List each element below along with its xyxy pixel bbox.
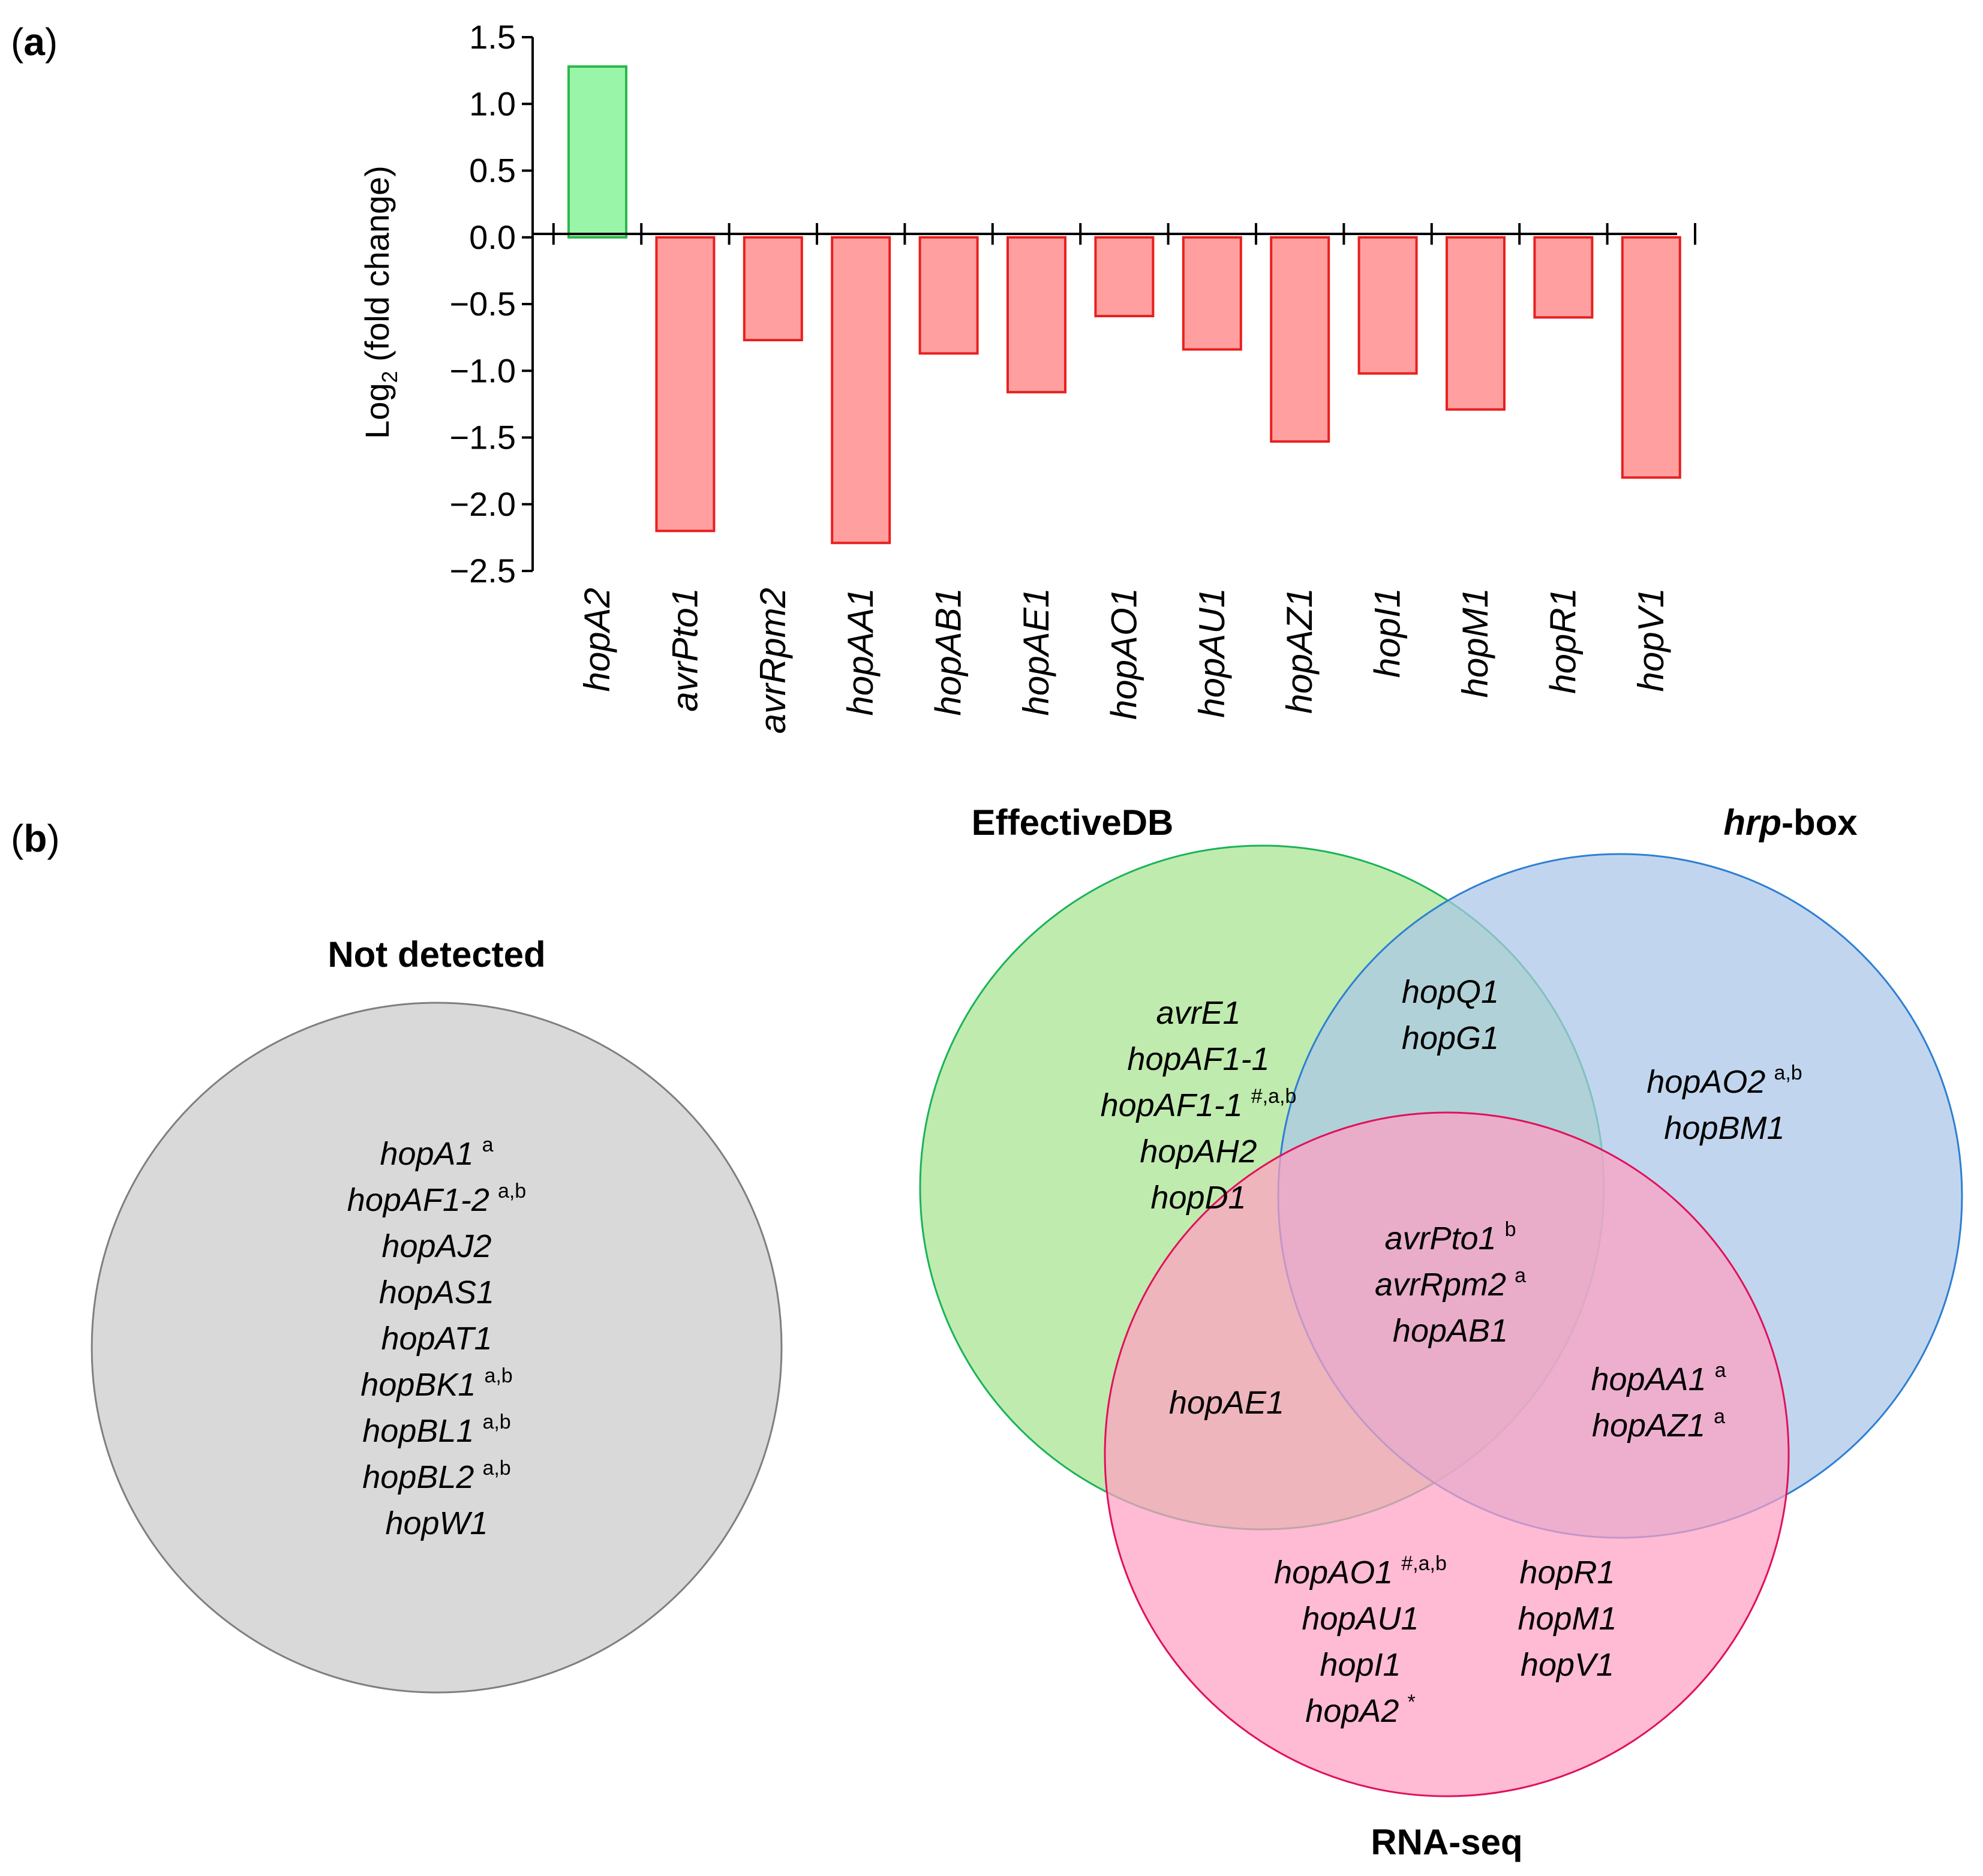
gene-label: hopI1	[1320, 1647, 1401, 1683]
gene-label: hopAZ1 a	[1592, 1405, 1725, 1444]
x-tick-label: hopV1	[1631, 588, 1671, 692]
gene-label: hopAH2	[1140, 1134, 1257, 1170]
gene-label: hopAB1	[1393, 1313, 1508, 1349]
gene-label: hopD1	[1150, 1180, 1246, 1216]
y-tick-label: −2.5	[449, 552, 516, 590]
gene-label: hopA2 *	[1305, 1691, 1415, 1729]
gene-label: hopV1	[1521, 1647, 1614, 1683]
gene-label: hopAO2 a,b	[1647, 1062, 1802, 1100]
not-detected-title: Not detected	[328, 934, 545, 975]
bar-hopAZ1	[1270, 236, 1330, 443]
x-tick-label: hopA2	[577, 588, 617, 692]
x-tick-label: hopR1	[1543, 588, 1583, 694]
gene-label: hopG1	[1402, 1020, 1499, 1056]
venn-circle-rna-seq	[1104, 1111, 1790, 1797]
bar-hopM1	[1446, 236, 1506, 411]
not-detected-circle	[91, 1002, 783, 1694]
venn-diagram: EffectiveDB hrp-box RNA-seq avrE1 hopAF1-…	[919, 802, 1963, 1862]
gene-label: avrE1	[1156, 995, 1240, 1031]
y-tick-label: 1.5	[469, 18, 516, 56]
bar-avrPto1	[655, 236, 716, 533]
bar-avrRpm2	[743, 236, 803, 342]
bar-hopAO1	[1094, 236, 1155, 318]
y-tick-label: −1.0	[449, 351, 516, 389]
bar-hopV1	[1621, 236, 1681, 479]
gene-label: hopAU1	[1302, 1601, 1419, 1637]
not-detected-group: Not detected hopA1 a hopAF1-2 a,b hopAJ2 hopA…	[91, 934, 783, 1694]
x-tick-label: hopI1	[1368, 588, 1408, 678]
gene-label: hopBM1	[1664, 1110, 1784, 1146]
gene-label: avrRpm2 a	[1375, 1264, 1526, 1303]
gene-label: hopAF1-1	[1127, 1041, 1269, 1077]
bar-hopAA1	[831, 236, 891, 545]
x-tick-label: hopAA1	[840, 588, 881, 716]
y-tick-label: −2.0	[449, 485, 516, 523]
y-tick-label: 1.0	[469, 85, 516, 122]
venn-title-hrp-box: hrp-box	[1723, 802, 1857, 843]
gene-label: hopAT1	[381, 1321, 492, 1357]
gene-label: hopBK1 a,b	[360, 1364, 512, 1403]
y-tick-label: 0.5	[469, 152, 516, 190]
x-tick-label: hopAB1	[929, 588, 969, 716]
bar-hopAB1	[918, 236, 979, 355]
panel-a-label: (a)	[11, 20, 58, 64]
bar-hopA2	[567, 65, 627, 239]
gene-label: hopAF1-2 a,b	[347, 1180, 526, 1218]
gene-label: hopR1	[1519, 1555, 1615, 1591]
x-tick-label: avrRpm2	[753, 588, 793, 733]
venn-title-effectivedb: EffectiveDB	[972, 802, 1174, 843]
gene-label: hopW1	[385, 1505, 488, 1541]
gene-label: hopAS1	[379, 1274, 494, 1310]
gene-label: hopAE1	[1169, 1385, 1284, 1421]
gene-label: hopQ1	[1402, 974, 1499, 1010]
gene-label: hopA1 a	[380, 1134, 493, 1172]
bar-hopAE1	[1006, 236, 1066, 393]
bar-hopI1	[1357, 236, 1418, 375]
panel-b-label: (b)	[11, 817, 60, 860]
x-tick-label: hopM1	[1455, 588, 1495, 698]
gene-label: hopAF1-1 #,a,b	[1101, 1085, 1297, 1123]
x-tick-label: hopAZ1	[1279, 588, 1320, 714]
x-tick-label: hopAE1	[1016, 588, 1056, 716]
bar-chart: Log2 (fold change) 1.5 1.0 0.5 0.0 −0.5 −1.0 −…	[358, 18, 1696, 733]
gene-label: hopM1	[1518, 1601, 1617, 1637]
y-tick-label: 0.0	[469, 218, 516, 256]
gene-label: hopAO1 #,a,b	[1274, 1552, 1447, 1591]
gene-label: hopAJ2	[381, 1228, 491, 1264]
y-tick-label: −1.5	[449, 419, 516, 456]
x-tick-label: hopAU1	[1192, 588, 1232, 718]
y-axis-label: Log2 (fold change)	[358, 166, 402, 439]
bar-hopR1	[1533, 236, 1594, 319]
x-tick-label: hopAO1	[1104, 588, 1144, 720]
gene-label: hopBL1 a,b	[362, 1411, 510, 1449]
gene-label: hopBL2 a,b	[362, 1457, 510, 1495]
gene-label: hopAA1 a	[1591, 1359, 1726, 1397]
gene-label: avrPto1 b	[1384, 1218, 1516, 1256]
venn-title-rna-seq: RNA-seq	[1371, 1822, 1522, 1862]
x-tick-label: avrPto1	[665, 588, 705, 712]
bar-hopAU1	[1182, 236, 1242, 351]
y-tick-label: −0.5	[449, 285, 516, 323]
